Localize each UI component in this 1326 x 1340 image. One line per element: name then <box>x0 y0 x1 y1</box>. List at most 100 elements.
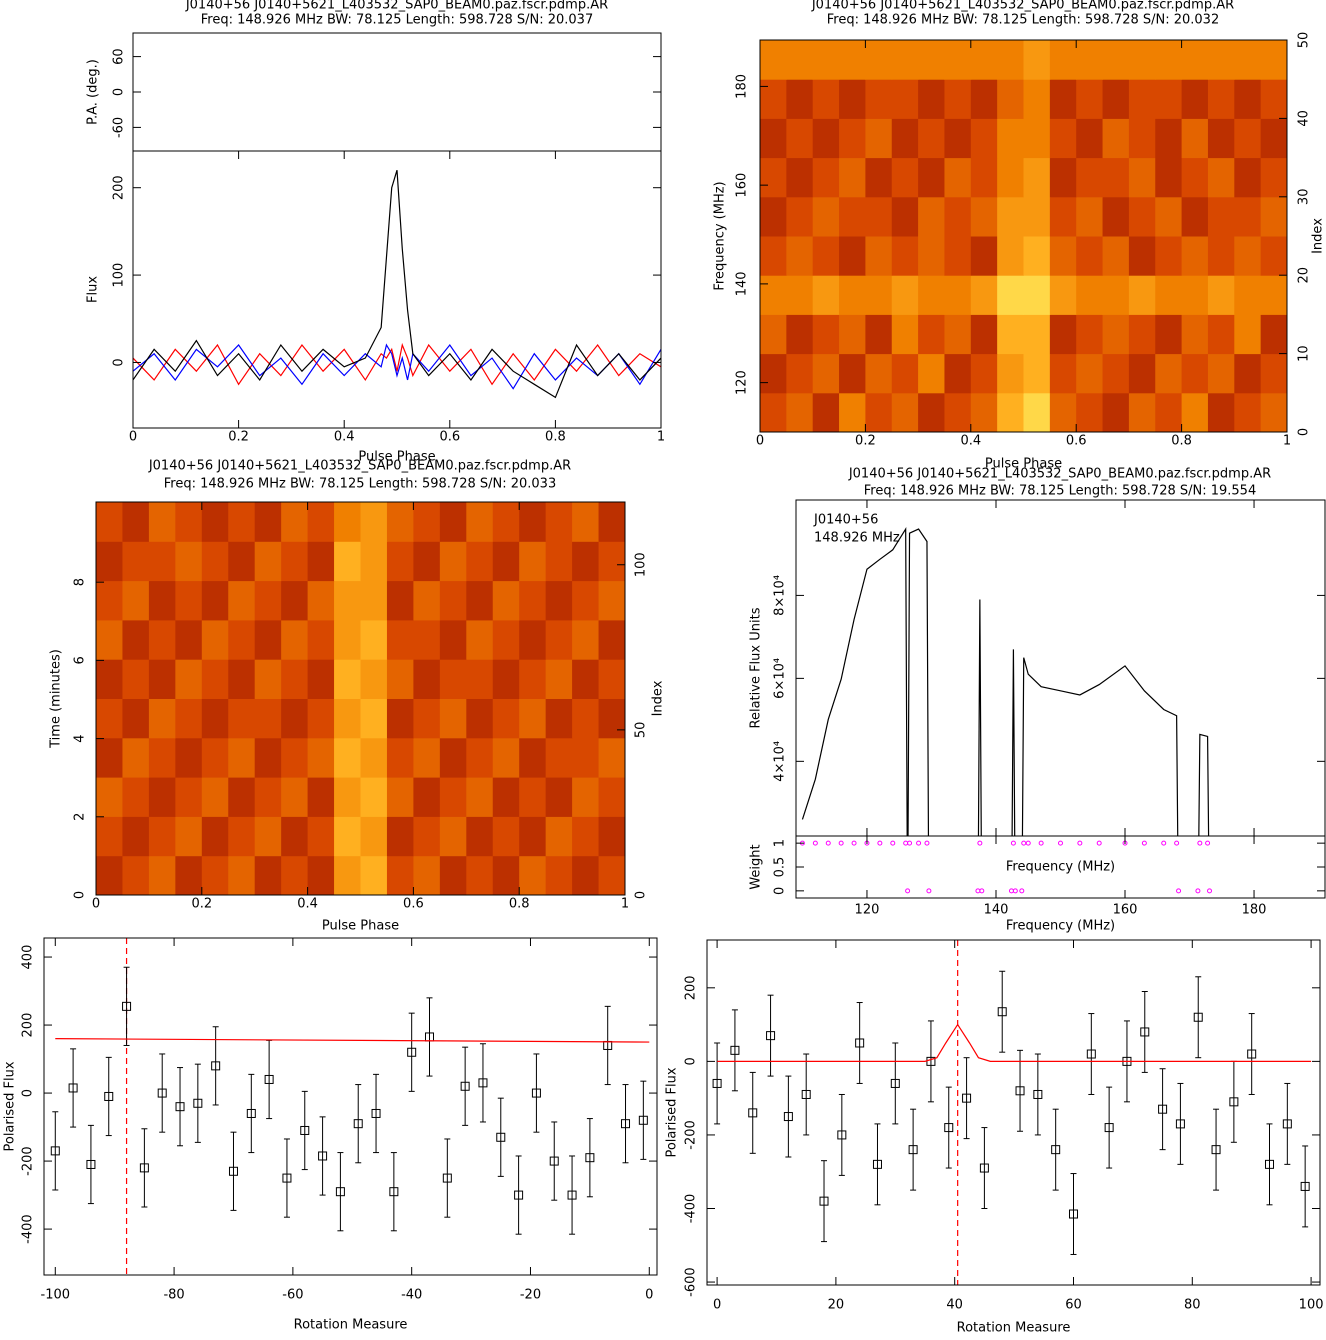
data-point <box>1229 1097 1239 1107</box>
heatmap-cell <box>413 698 441 739</box>
heatmap-cell <box>598 541 626 582</box>
heatmap-cell <box>1049 196 1077 237</box>
heatmap-cell <box>572 855 600 896</box>
heatmap-cell <box>1207 118 1235 159</box>
heatmap-cell <box>307 541 335 582</box>
heatmap-cell <box>413 659 441 699</box>
heatmap-cell <box>760 392 787 433</box>
heatmap-cell <box>360 659 388 699</box>
y-tick-label: -60 <box>112 117 127 138</box>
y-axis-label: Weight <box>749 844 764 889</box>
data-point <box>478 1078 488 1088</box>
heatmap-cell <box>439 580 467 621</box>
chart-title: J0140+56 J0140+5621_L403532_SAP0_BEAM0.p… <box>848 467 1271 482</box>
profile-line <box>133 170 661 399</box>
weight-marker <box>1174 840 1180 846</box>
heatmap-cell <box>175 698 203 739</box>
heatmap-cell <box>360 737 388 778</box>
heatmap-cell <box>997 79 1024 119</box>
y-tick-label: -400 <box>21 1214 36 1244</box>
weight-marker <box>905 888 911 894</box>
heatmap-cell <box>466 816 494 857</box>
heatmap-cell <box>254 502 282 542</box>
heatmap-cell <box>175 737 203 778</box>
heatmap-cell <box>891 353 919 394</box>
bandpass-line <box>801 526 1210 836</box>
heatmap-cell <box>918 118 945 159</box>
x-axis-label: Rotation Measure <box>294 1318 408 1333</box>
data-point <box>1140 1027 1150 1037</box>
weight-marker <box>916 840 922 846</box>
heatmap-cell <box>839 79 866 119</box>
data-point <box>1015 1086 1025 1096</box>
heatmap-cell <box>1102 236 1130 276</box>
heatmap-cell <box>413 816 441 857</box>
heatmap-cell <box>307 619 335 660</box>
heatmap-cell <box>281 619 309 660</box>
y-axis-label: Relative Flux Units <box>749 607 764 728</box>
heatmap-cell <box>1076 118 1104 159</box>
heatmap-cell <box>572 737 600 778</box>
data-point <box>944 1123 954 1133</box>
data-point <box>246 1108 256 1118</box>
data-point <box>979 1163 989 1173</box>
heatmap-cell <box>413 580 441 621</box>
x-tick-label: 0.2 <box>191 897 212 912</box>
heatmap-cell <box>1260 275 1288 315</box>
heatmap-cell <box>307 737 335 778</box>
x-tick-label: 0 <box>92 897 100 912</box>
heatmap-cell <box>334 777 361 817</box>
chart-title: J0140+56 J0140+5621_L403532_SAP0_BEAM0.p… <box>185 0 608 13</box>
x-tick-label: 0 <box>129 430 137 445</box>
heatmap-cell <box>812 79 840 119</box>
x-tick-label: 120 <box>855 903 880 918</box>
data-point <box>442 1173 452 1183</box>
heatmap-cell <box>1128 157 1156 198</box>
heatmap-cell <box>175 619 203 660</box>
heatmap-cell <box>760 353 787 394</box>
x-tick-label: 0.2 <box>855 434 876 449</box>
data-point <box>872 1159 882 1169</box>
y-tick-label: 140 <box>735 271 750 296</box>
heatmap-cell <box>228 777 256 817</box>
heatmap-cell <box>201 698 229 739</box>
heatmap-cell <box>1049 275 1077 315</box>
heatmap-cell <box>545 580 573 621</box>
heatmap-cell <box>812 314 840 355</box>
heatmap-cell <box>413 619 441 660</box>
heatmap-cell <box>918 236 945 276</box>
heatmap-cell <box>1102 314 1130 355</box>
heatmap-cell <box>96 502 123 542</box>
heatmap-cell <box>281 737 309 778</box>
heatmap-cell <box>281 698 309 739</box>
heatmap-cell <box>598 502 626 542</box>
heatmap-cell <box>386 619 414 660</box>
heatmap-cell <box>1260 40 1288 80</box>
heatmap-cell <box>545 659 573 699</box>
heatmap-cell <box>492 855 520 896</box>
heatmap-cell <box>1023 236 1051 276</box>
heatmap-cell <box>122 619 150 660</box>
heatmap-cell <box>1155 157 1183 198</box>
heatmap-cell <box>970 118 998 159</box>
heatmap-cell <box>1155 392 1183 433</box>
annotation: J0140+56 <box>813 513 878 528</box>
heatmap-cell <box>1049 157 1077 198</box>
heatmap-cell <box>201 541 229 582</box>
heatmap-cell <box>148 502 176 542</box>
heatmap-cell <box>970 79 998 119</box>
y-tick-label: 200 <box>112 175 127 200</box>
heatmap-cell <box>572 580 600 621</box>
y-tick-label: 6×10⁴ <box>773 658 788 699</box>
heatmap-cell <box>918 196 945 237</box>
heatmap-cell <box>918 275 945 315</box>
weight-marker <box>1197 840 1203 846</box>
heatmap-cell <box>122 502 150 542</box>
heatmap-cell <box>413 541 441 582</box>
heatmap-cell <box>1076 314 1104 355</box>
weight-marker <box>1058 840 1063 846</box>
heatmap-cell <box>865 275 893 315</box>
heatmap-cell <box>148 737 176 778</box>
heatmap-cell <box>1260 196 1288 237</box>
heatmap-cell <box>1181 196 1209 237</box>
